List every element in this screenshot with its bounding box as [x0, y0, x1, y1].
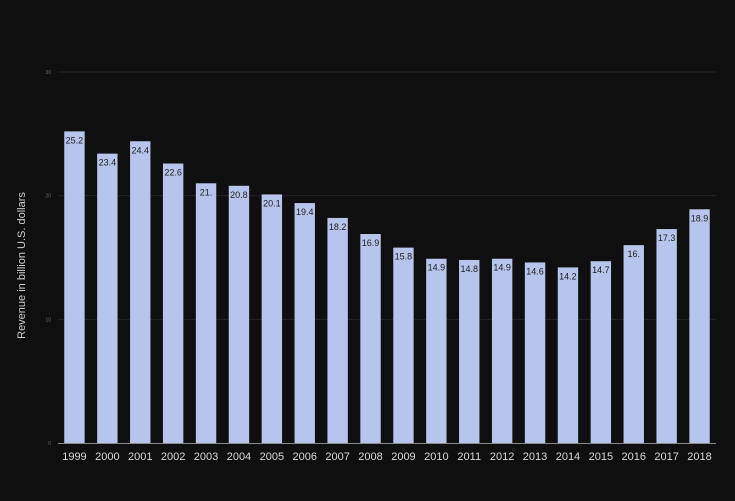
x-tick-label: 2002: [161, 451, 185, 463]
bar-data-labels: 25.2 23.4 24.4 22.6 21. 20.8 20.1 19.4 18.2 16.9 1…: [66, 135, 709, 281]
bar-2003[interactable]: [195, 183, 217, 444]
bar-value-label: 14.2: [559, 271, 577, 281]
bar-value-label: 25.2: [66, 135, 84, 145]
bar-2017[interactable]: [656, 229, 677, 443]
bar-value-label: 20.1: [263, 198, 281, 208]
x-tick-label: 2014: [556, 451, 580, 463]
x-tick-label: 2013: [523, 451, 547, 463]
bar-2008[interactable]: [360, 234, 381, 443]
bar-value-label: 20.8: [230, 190, 248, 200]
x-tick-label: 2003: [194, 451, 218, 463]
bar-value-label: 18.9: [691, 213, 709, 223]
bar-value-label: 21.: [200, 187, 213, 197]
bar-2005[interactable]: [261, 194, 283, 443]
bar-2002[interactable]: [162, 163, 184, 443]
x-tick-label: 2008: [358, 451, 382, 463]
bar-2013[interactable]: [524, 262, 546, 443]
bar-value-label: 22.6: [164, 168, 182, 178]
bar-2010[interactable]: [426, 258, 447, 443]
bar-2018[interactable]: [689, 209, 710, 443]
bar-value-label: 17.3: [658, 233, 676, 243]
bar-2000[interactable]: [97, 153, 118, 443]
bars: [64, 131, 710, 444]
bar-value-label: 16.9: [362, 238, 380, 248]
bar-2001[interactable]: [130, 141, 151, 443]
y-tick-label: 0: [48, 441, 51, 447]
bar-2011[interactable]: [459, 259, 480, 443]
bar-2016[interactable]: [623, 245, 644, 443]
bar-value-label: 14.7: [592, 265, 610, 275]
bar-value-label: 14.8: [460, 264, 478, 274]
x-tick-label: 2010: [424, 451, 448, 463]
bar-2006[interactable]: [294, 203, 315, 443]
x-tick-label: 1999: [62, 451, 86, 463]
bar-value-label: 19.4: [296, 207, 314, 217]
x-tick-label: 2017: [654, 451, 678, 463]
bar-2014[interactable]: [557, 267, 579, 443]
x-tick-label: 2000: [95, 451, 119, 463]
x-tick-label: 2012: [490, 451, 514, 463]
bar-value-label: 24.4: [131, 145, 149, 155]
x-tick-label: 2007: [325, 451, 349, 463]
bar-value-label: 14.9: [428, 263, 446, 273]
bar-2009[interactable]: [393, 247, 414, 443]
x-tick-label: 2016: [622, 451, 646, 463]
y-axis-title: Revenue in billion U.S. dollars: [16, 192, 28, 339]
bar-2007[interactable]: [327, 217, 348, 443]
bar-value-label: 23.4: [99, 158, 117, 168]
gridlines: [58, 71, 716, 320]
x-tick-label: 2001: [128, 451, 152, 463]
bar-value-label: 15.8: [395, 252, 413, 262]
y-tick-label: 10: [45, 317, 51, 323]
y-tick-label: 30: [45, 70, 51, 76]
x-tick-label: 2006: [293, 451, 317, 463]
x-tick-label: 2011: [457, 451, 481, 463]
x-tick-label: 2009: [391, 451, 415, 463]
x-axis-ticks: 1999 2000 2001 2002 2003 2004 2005 2006 2007 2008…: [62, 451, 712, 463]
x-tick-label: 2004: [227, 451, 251, 463]
bar-2015[interactable]: [590, 261, 612, 443]
y-axis-ticks: 0 10 20 30: [45, 70, 51, 447]
bar-value-label: 16.: [627, 249, 640, 259]
bar-2012[interactable]: [491, 258, 513, 443]
bar-2004[interactable]: [228, 185, 250, 444]
bar-value-label: 14.9: [493, 263, 511, 273]
x-tick-label: 2018: [687, 451, 711, 463]
x-tick-label: 2015: [589, 451, 613, 463]
y-tick-label: 20: [45, 194, 51, 200]
bar-value-label: 14.6: [526, 266, 544, 276]
x-tick-label: 2005: [260, 451, 284, 463]
bar-1999[interactable]: [64, 131, 85, 444]
bar-value-label: 18.2: [329, 222, 347, 232]
